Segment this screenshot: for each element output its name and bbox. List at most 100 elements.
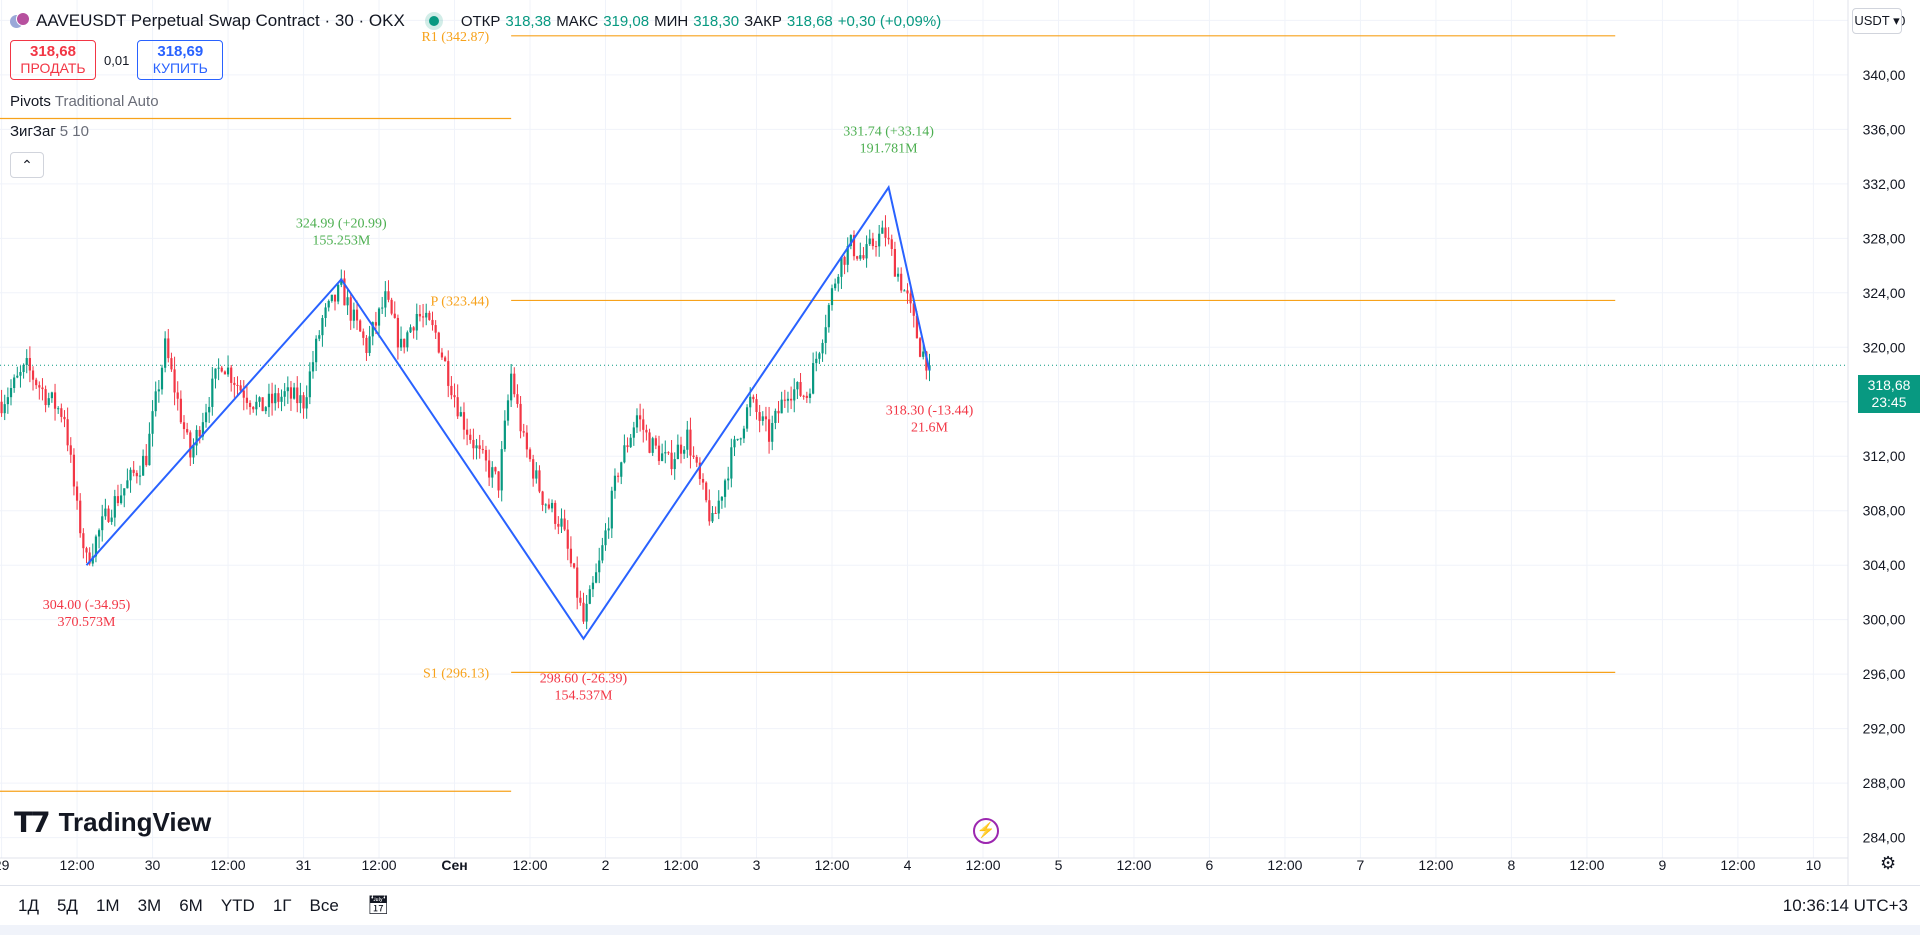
- range-button-5d[interactable]: 5Д: [56, 895, 78, 915]
- candle-body: [362, 331, 365, 338]
- candle-body: [447, 361, 450, 386]
- chart-header: AAVEUSDT Perpetual Swap Contract · 30 · …: [10, 8, 941, 34]
- candle-body: [116, 496, 120, 504]
- range-button-6m[interactable]: 6М: [179, 895, 203, 915]
- candle-body: [296, 387, 299, 404]
- buy-button[interactable]: 318,69 КУПИТЬ: [137, 40, 224, 80]
- candle-body: [97, 530, 101, 537]
- range-button-all[interactable]: Все: [309, 895, 339, 915]
- candle-body: [264, 407, 267, 412]
- currency-unit-button[interactable]: USDT ▾: [1852, 8, 1902, 34]
- candle-body: [390, 299, 393, 314]
- range-button-3m[interactable]: 3М: [137, 895, 162, 915]
- x-tick-label: 29: [0, 857, 10, 873]
- candle-body: [374, 322, 377, 326]
- range-button-1y[interactable]: 1Г: [272, 895, 292, 915]
- candle-body: [689, 429, 692, 456]
- candle-body: [862, 255, 865, 259]
- candle-body: [500, 449, 503, 491]
- gear-icon[interactable]: ⚙: [1880, 853, 1897, 873]
- candle-body: [337, 284, 340, 302]
- ohlc-change-value: +0,30 (+0,09%): [837, 12, 942, 30]
- candle-body: [491, 467, 494, 478]
- x-tick-label: 12:00: [1569, 857, 1604, 873]
- candle-body: [91, 556, 94, 564]
- indicator-name: Pivots: [10, 93, 51, 110]
- label-layer: 304.00 (-34.95) 370.573M 324.99 (+20.99) 15…: [43, 124, 974, 703]
- pivot-label: S1 (296.13): [423, 666, 489, 681]
- candle-body: [230, 367, 233, 383]
- sell-button[interactable]: 318,68 ПРОДАТЬ: [10, 40, 96, 80]
- candle-body: [664, 452, 667, 454]
- candle-body: [233, 382, 236, 385]
- candle-body: [66, 419, 69, 446]
- candle-body: [837, 276, 840, 284]
- candle-body: [217, 367, 220, 369]
- candle-body: [113, 496, 116, 518]
- candle-body: [582, 602, 585, 622]
- range-button-1m[interactable]: 1М: [95, 895, 120, 915]
- collapse-legend-button[interactable]: ⌃: [10, 152, 44, 178]
- candle-body: [774, 410, 777, 423]
- candle-body: [717, 500, 720, 514]
- x-tick-label: 12:00: [1418, 857, 1453, 873]
- candle-body: [311, 362, 315, 372]
- candle-body: [856, 256, 859, 259]
- candle-body: [667, 452, 670, 454]
- zigzag-pivot-label: 331.74 (+33.14): [843, 124, 934, 139]
- candle-body: [387, 291, 390, 300]
- y-tick-label: 336,00: [1863, 121, 1906, 137]
- candle-body: [267, 393, 271, 408]
- candle-body: [613, 475, 617, 491]
- candle-body: [236, 384, 239, 386]
- tradingview-logo[interactable]: 𝗧𝟳 TradingView: [14, 806, 211, 839]
- candle-body: [160, 367, 164, 390]
- candle-body: [72, 454, 76, 487]
- candle-body: [912, 303, 915, 316]
- calendar-range-icon[interactable]: 📅︎: [366, 895, 390, 915]
- candle-body: [887, 237, 890, 240]
- market-open-dot: [428, 16, 439, 26]
- candle-body: [475, 445, 478, 449]
- candle-body: [478, 445, 481, 449]
- candle-body: [343, 278, 346, 306]
- candle-body: [749, 396, 752, 408]
- candle-body: [815, 358, 818, 364]
- current-price-value: 318,68: [1867, 377, 1911, 393]
- candle-body: [736, 438, 739, 440]
- candle-body: [3, 404, 6, 414]
- candle-body: [591, 582, 595, 590]
- candle-body: [176, 392, 179, 399]
- candle-body: [925, 351, 928, 371]
- candle-body: [550, 502, 554, 509]
- candle-body: [101, 516, 104, 531]
- candle-body: [35, 379, 38, 386]
- x-tick-label: 12:00: [512, 857, 547, 873]
- range-button-1d[interactable]: 1Д: [18, 895, 39, 915]
- symbol-title[interactable]: AAVEUSDT Perpetual Swap Contract · 30 · …: [36, 11, 405, 30]
- candle-body: [242, 390, 245, 398]
- ohlc-legend: ОТКР 318,38 МАКС 319,08 МИН 318,30 ЗАКР 318,…: [461, 13, 941, 30]
- candle-body: [821, 342, 824, 354]
- zigzag-pivot-label: 304.00 (-34.95): [43, 598, 131, 613]
- indicator-legend-zigzag[interactable]: ЗигЗаг 5 10: [10, 123, 89, 140]
- candle-body: [635, 415, 639, 428]
- bolt-icon[interactable]: ⚡: [973, 818, 999, 844]
- x-tick-label: 12:00: [211, 857, 246, 873]
- x-tick-label: 12:00: [362, 857, 397, 873]
- x-tick-label: 12:00: [1116, 857, 1151, 873]
- candle-body: [579, 597, 582, 603]
- tv-logo-mark-icon: 𝗧𝟳: [14, 807, 51, 838]
- y-tick-label: 320,00: [1863, 339, 1906, 355]
- candle-body: [120, 495, 123, 504]
- utc-clock[interactable]: 10:36:14 UTC+3: [1782, 896, 1908, 915]
- candle-body: [528, 449, 532, 460]
- candle-body: [513, 373, 516, 395]
- y-tick-label: 300,00: [1863, 612, 1906, 628]
- range-button-ytd[interactable]: YTD: [220, 895, 255, 915]
- candle-body: [132, 469, 135, 473]
- candle-body: [226, 367, 230, 375]
- candle-body: [138, 475, 142, 477]
- indicator-legend-pivots[interactable]: Pivots Traditional Auto: [10, 93, 159, 110]
